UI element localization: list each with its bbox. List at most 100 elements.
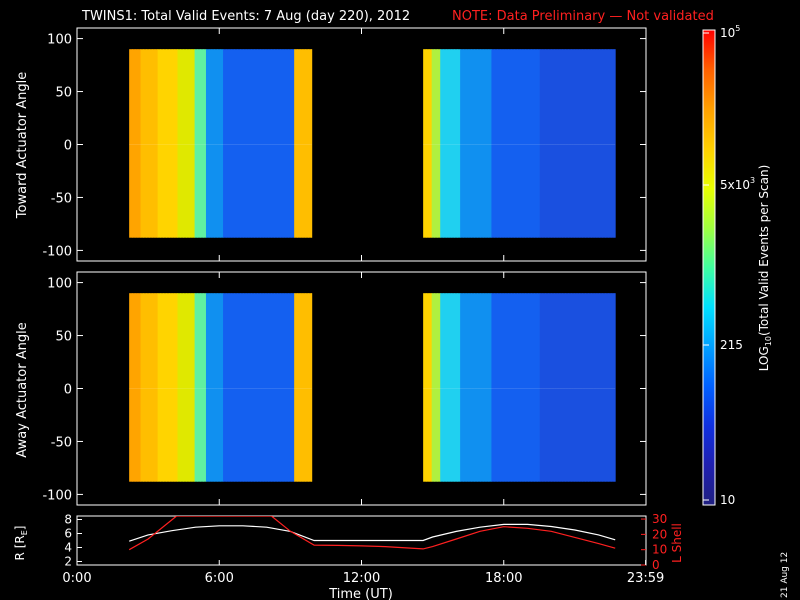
toward-ylabel: Toward Actuator Angle	[15, 72, 30, 219]
heatmap-column	[585, 293, 589, 482]
heatmap-column	[591, 49, 595, 238]
heatmap-column	[208, 293, 213, 482]
heatmap-column	[143, 49, 147, 238]
right-tick-label: 0	[652, 558, 660, 572]
chart-title: TWINS1: Total Valid Events: 7 Aug (day 2…	[81, 9, 410, 24]
heatmap-column	[474, 293, 478, 482]
heatmap-column	[171, 49, 176, 238]
heatmap-column	[443, 293, 447, 482]
y-tick-label: 50	[55, 330, 72, 345]
heatmap-column	[305, 49, 309, 238]
heatmap-column	[217, 49, 221, 238]
heatmap-column	[305, 293, 309, 482]
heatmap-column	[539, 49, 544, 238]
heatmap-column	[197, 49, 201, 238]
heatmap-column	[311, 293, 313, 482]
heatmap-column	[576, 49, 581, 238]
heatmap-column	[203, 49, 207, 238]
heatmap-column	[511, 293, 515, 482]
heatmap-column	[571, 293, 575, 482]
heatmap-column	[174, 293, 179, 482]
heatmap-column	[299, 49, 304, 238]
heatmap-column	[471, 293, 475, 482]
heatmap-column	[480, 49, 484, 238]
heatmap-column	[166, 49, 170, 238]
heatmap-column	[154, 293, 159, 482]
heatmap-column	[608, 49, 612, 238]
heatmap-column	[137, 49, 142, 238]
heatmap-column	[511, 49, 515, 238]
heatmap-column	[548, 49, 552, 238]
heatmap-column	[451, 49, 455, 238]
heatmap-column	[440, 49, 444, 238]
colorbar-label: LOG10(Total Valid Events per Scan)	[757, 165, 773, 372]
heatmap-column	[443, 49, 447, 238]
heatmap-column	[499, 293, 504, 482]
heatmap-column	[548, 293, 552, 482]
heatmap-column	[217, 293, 221, 482]
heatmap-column	[485, 49, 490, 238]
heatmap-column	[129, 293, 133, 482]
heatmap-column	[491, 49, 495, 238]
heatmap-column	[214, 49, 218, 238]
heatmap-column	[562, 49, 566, 238]
heatmap-column	[154, 49, 159, 238]
heatmap-column	[291, 293, 295, 482]
heatmap-column	[477, 49, 481, 238]
heatmap-column	[423, 49, 427, 238]
heatmap-column	[502, 49, 507, 238]
heatmap-column	[194, 293, 198, 482]
heatmap-column	[536, 49, 541, 238]
heatmap-column	[525, 293, 529, 482]
right-tick-label: 30	[652, 512, 667, 526]
heatmap-column	[140, 293, 144, 482]
heatmap-column	[599, 49, 603, 238]
heatmap-column	[525, 49, 529, 238]
heatmap-column	[251, 49, 255, 238]
heatmap-column	[542, 49, 546, 238]
heatmap-column	[528, 49, 532, 238]
y-tick-label: -50	[51, 191, 72, 206]
heatmap-column	[556, 49, 561, 238]
heatmap-column	[237, 49, 241, 238]
y-tick-label: -100	[42, 488, 72, 503]
y-tick-label: 0	[64, 139, 72, 154]
left-tick-label: 4	[64, 541, 72, 555]
heatmap-column	[251, 293, 255, 482]
heatmap-column	[534, 293, 538, 482]
heatmap-column	[460, 293, 464, 482]
heatmap-column	[240, 49, 244, 238]
heatmap-column	[451, 293, 455, 482]
heatmap-column	[565, 293, 569, 482]
heatmap-column	[519, 49, 524, 238]
heatmap-column	[460, 49, 464, 238]
heatmap-column	[585, 49, 589, 238]
heatmap-column	[257, 293, 261, 482]
heatmap-column	[260, 293, 264, 482]
heatmap-column	[151, 49, 156, 238]
heatmap-column	[488, 293, 492, 482]
heatmap-column	[160, 49, 164, 238]
heatmap-column	[223, 49, 227, 238]
heatmap-column	[531, 293, 535, 482]
x-tick-label: 18:00	[485, 571, 522, 586]
heatmap-column	[211, 293, 215, 482]
heatmap-column	[465, 293, 470, 482]
heatmap-column	[265, 49, 270, 238]
right-tick-label: 20	[652, 527, 667, 541]
heatmap-column	[582, 293, 586, 482]
heatmap-column	[231, 293, 235, 482]
heatmap-column	[565, 49, 569, 238]
heatmap-column	[237, 293, 241, 482]
heatmap-column	[163, 49, 167, 238]
heatmap-column	[208, 49, 213, 238]
orbit-ylabel-left: R [RE]	[13, 526, 29, 561]
heatmap-column	[191, 293, 196, 482]
heatmap-column	[302, 49, 307, 238]
heatmap-column	[163, 293, 167, 482]
colorbar-tick-label: 215	[720, 338, 743, 352]
orbit-ylabel-right: L Shell	[670, 523, 684, 563]
heatmap-column	[183, 293, 187, 482]
heatmap-column	[505, 49, 509, 238]
heatmap-column	[554, 49, 558, 238]
